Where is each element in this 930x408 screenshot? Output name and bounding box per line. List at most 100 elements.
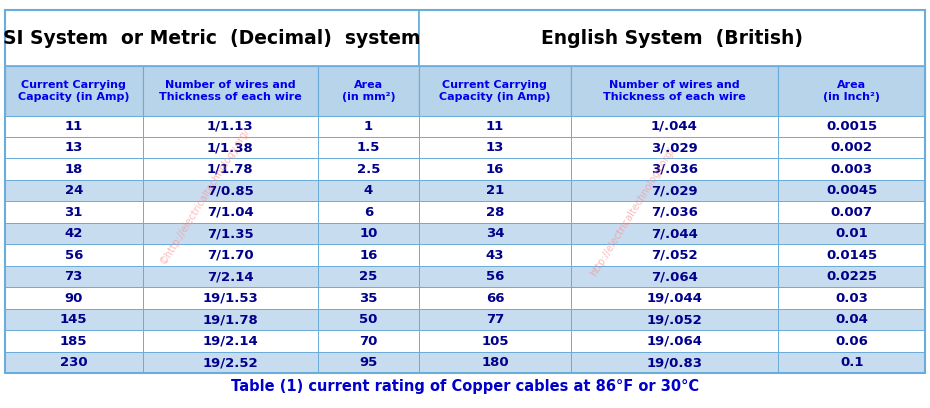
Bar xyxy=(571,158,778,180)
Bar xyxy=(143,67,318,115)
Bar xyxy=(5,137,143,158)
Bar xyxy=(571,115,778,137)
Text: 56: 56 xyxy=(485,270,504,283)
Text: 3/.029: 3/.029 xyxy=(651,141,698,154)
Bar xyxy=(318,137,418,158)
Text: 7/1.70: 7/1.70 xyxy=(206,248,254,262)
Bar xyxy=(143,330,318,352)
Bar xyxy=(318,309,418,330)
Bar xyxy=(778,330,925,352)
Text: SI System  or Metric  (Decimal)  system: SI System or Metric (Decimal) system xyxy=(3,29,420,48)
Bar xyxy=(778,287,925,309)
Text: 13: 13 xyxy=(485,141,504,154)
Bar xyxy=(418,180,571,202)
Bar xyxy=(418,10,925,67)
Bar xyxy=(5,266,143,287)
Bar xyxy=(5,330,143,352)
Text: 10: 10 xyxy=(359,227,378,240)
Bar xyxy=(418,309,571,330)
Text: 1/1.38: 1/1.38 xyxy=(206,141,254,154)
Text: 3/.036: 3/.036 xyxy=(651,163,698,176)
Bar xyxy=(143,115,318,137)
Text: 19/1.53: 19/1.53 xyxy=(203,292,259,305)
Bar xyxy=(5,287,143,309)
Text: 28: 28 xyxy=(485,206,504,219)
Bar xyxy=(571,352,778,373)
Bar xyxy=(318,352,418,373)
Bar xyxy=(571,223,778,244)
Bar xyxy=(778,67,925,115)
Text: 7/.036: 7/.036 xyxy=(651,206,698,219)
Text: 24: 24 xyxy=(64,184,83,197)
Bar xyxy=(318,180,418,202)
Text: 7/1.35: 7/1.35 xyxy=(206,227,254,240)
Bar xyxy=(143,137,318,158)
Bar xyxy=(5,67,143,115)
Bar xyxy=(778,115,925,137)
Bar xyxy=(318,223,418,244)
Bar xyxy=(418,67,571,115)
Text: 19/2.52: 19/2.52 xyxy=(203,356,258,369)
Bar xyxy=(778,223,925,244)
Bar xyxy=(5,352,143,373)
Text: 13: 13 xyxy=(64,141,83,154)
Text: 35: 35 xyxy=(359,292,378,305)
Text: 16: 16 xyxy=(485,163,504,176)
Bar xyxy=(571,180,778,202)
Bar xyxy=(571,244,778,266)
Text: 7/1.04: 7/1.04 xyxy=(206,206,254,219)
Bar xyxy=(143,266,318,287)
Bar xyxy=(5,115,143,137)
Bar xyxy=(5,158,143,180)
Bar xyxy=(143,202,318,223)
Text: 7/.044: 7/.044 xyxy=(651,227,698,240)
Bar xyxy=(143,158,318,180)
Text: 19/.052: 19/.052 xyxy=(646,313,702,326)
Bar xyxy=(418,287,571,309)
Text: 34: 34 xyxy=(485,227,504,240)
Bar xyxy=(418,244,571,266)
Bar xyxy=(5,202,143,223)
Bar xyxy=(5,244,143,266)
Bar xyxy=(143,223,318,244)
Text: 145: 145 xyxy=(60,313,87,326)
Text: 0.1: 0.1 xyxy=(840,356,863,369)
Bar xyxy=(418,202,571,223)
Text: ©http://electricaltechnology.org/: ©http://electricaltechnology.org/ xyxy=(158,126,251,266)
Text: 2.5: 2.5 xyxy=(356,163,380,176)
Bar xyxy=(778,180,925,202)
Text: 0.007: 0.007 xyxy=(830,206,872,219)
Bar xyxy=(318,115,418,137)
Bar xyxy=(418,352,571,373)
Bar xyxy=(418,330,571,352)
Text: 11: 11 xyxy=(64,120,83,133)
Text: 0.04: 0.04 xyxy=(835,313,868,326)
Text: 105: 105 xyxy=(481,335,509,348)
Bar xyxy=(778,137,925,158)
Text: 7/.052: 7/.052 xyxy=(651,248,698,262)
Text: 90: 90 xyxy=(64,292,83,305)
Bar xyxy=(571,287,778,309)
Text: 95: 95 xyxy=(359,356,378,369)
Text: 42: 42 xyxy=(64,227,83,240)
Text: 7/.029: 7/.029 xyxy=(651,184,698,197)
Text: Number of wires and
Thickness of each wire: Number of wires and Thickness of each wi… xyxy=(603,80,746,102)
Text: 11: 11 xyxy=(485,120,504,133)
Text: 73: 73 xyxy=(64,270,83,283)
Text: 185: 185 xyxy=(60,335,87,348)
Bar xyxy=(571,67,778,115)
Text: English System  (British): English System (British) xyxy=(541,29,804,48)
Text: 1.5: 1.5 xyxy=(356,141,380,154)
Bar xyxy=(571,137,778,158)
Bar xyxy=(5,309,143,330)
Bar xyxy=(318,266,418,287)
Bar xyxy=(571,309,778,330)
Text: 19/1.78: 19/1.78 xyxy=(203,313,259,326)
Text: 25: 25 xyxy=(359,270,378,283)
Bar xyxy=(778,309,925,330)
Text: 43: 43 xyxy=(485,248,504,262)
Text: 4: 4 xyxy=(364,184,373,197)
Text: 19/.044: 19/.044 xyxy=(646,292,702,305)
Text: Number of wires and
Thickness of each wire: Number of wires and Thickness of each wi… xyxy=(159,80,301,102)
Text: 0.0145: 0.0145 xyxy=(826,248,877,262)
